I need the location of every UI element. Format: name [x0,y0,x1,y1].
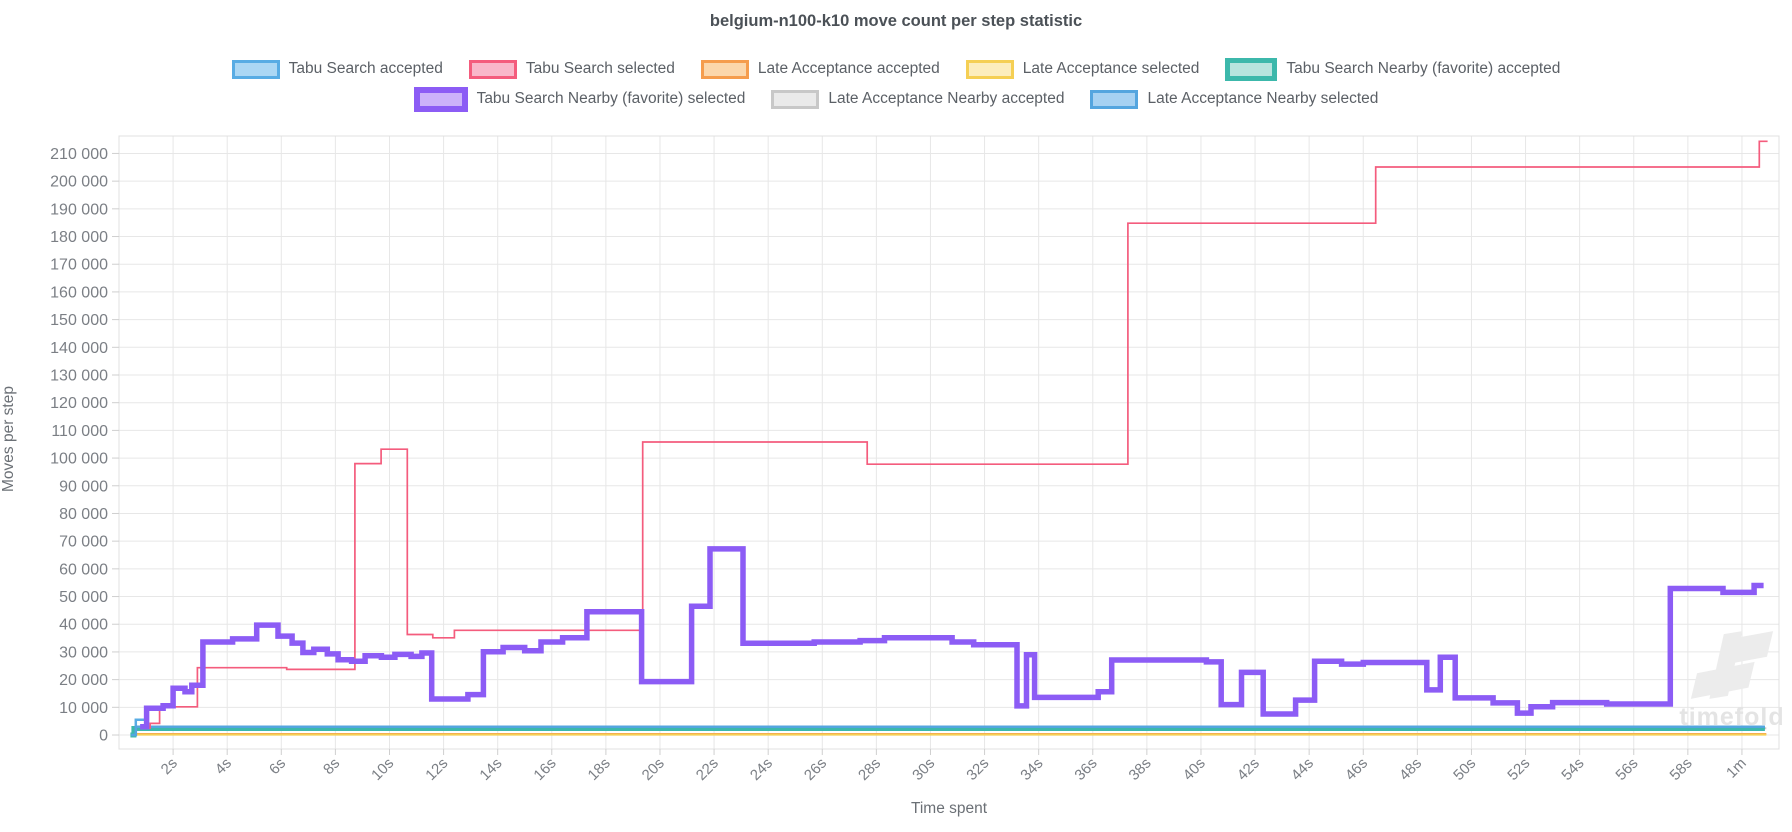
x-tick-label: 14s [476,755,505,784]
chart-title: belgium-n100-k10 move count per step sta… [709,12,1083,30]
x-tick-label: 24s [747,755,776,784]
x-tick-label: 6s [266,755,289,778]
legend-swatch-tabu-search-selected [468,59,517,79]
x-tick-label: 30s [909,755,938,784]
x-tick-label: 56s [1612,755,1641,784]
x-tick-label: 34s [1017,755,1046,784]
x-tick-label: 50s [1450,755,1479,784]
legend-swatch-tabu-search-nearby-favorite-selected [413,86,468,112]
legend-label: Tabu Search accepted [288,60,443,77]
y-tick-label: 90 000 [59,478,108,495]
x-tick-label: 1m [1723,755,1750,782]
legend-item-late-acceptance-nearby-accepted[interactable]: Late Acceptance Nearby accepted [771,89,1065,109]
x-axis-title: Time spent [910,800,988,817]
y-tick-label: 20 000 [59,672,108,689]
x-tick-label: 20s [639,755,668,784]
x-tick-label: 48s [1396,755,1425,784]
series-lines [130,140,1768,738]
legend-item-late-acceptance-accepted[interactable]: Late Acceptance accepted [700,59,940,79]
y-tick-label: 160 000 [50,284,108,301]
y-tick-label: 70 000 [59,534,108,551]
legend-item-tabu-search-nearby-favorite-selected[interactable]: Tabu Search Nearby (favorite) selected [413,86,746,112]
legend-item-tabu-search-accepted[interactable]: Tabu Search accepted [231,59,443,79]
legend-label: Tabu Search Nearby (favorite) selected [476,90,746,107]
y-tick-label: 40 000 [59,617,108,634]
x-tick-label: 12s [422,755,451,784]
y-tick-label: 50 000 [59,589,108,606]
y-tick-label: 200 000 [50,174,108,191]
y-tick-label: 100 000 [50,451,108,468]
x-tick-label: 54s [1558,755,1587,784]
y-tick-label: 210 000 [50,146,108,163]
x-tick-label: 42s [1234,755,1263,784]
legend-item-tabu-search-selected[interactable]: Tabu Search selected [468,59,675,79]
legend-swatch-late-acceptance-nearby-selected [1090,89,1139,109]
y-tick-label: 30 000 [59,644,108,661]
x-tick-label: 40s [1180,755,1209,784]
legend-swatch-tabu-search-nearby-favorite-accepted [1225,57,1278,81]
x-tick-label: 36s [1071,755,1100,784]
x-tick-label: 18s [585,755,614,784]
x-tick-label: 58s [1667,755,1696,784]
y-tick-label: 180 000 [50,229,108,246]
x-tick-label: 28s [855,755,884,784]
legend-label: Late Acceptance Nearby accepted [828,90,1065,107]
x-tick-label: 10s [368,755,397,784]
x-tick-label: 8s [320,755,343,778]
x-tick-label: 38s [1126,755,1155,784]
x-tick-label: 2s [158,755,181,778]
legend-item-late-acceptance-nearby-selected[interactable]: Late Acceptance Nearby selected [1090,89,1379,109]
series-line-late-acceptance-nearby-selected [131,725,1765,737]
legend-row: Tabu Search Nearby (favorite) selected La… [0,84,1792,114]
legend-label: Tabu Search selected [525,60,675,77]
y-tick-label: 130 000 [50,367,108,384]
y-tick-label: 110 000 [51,423,108,440]
y-tick-label: 10 000 [59,700,108,717]
y-tick-label: 140 000 [50,340,108,357]
legend-label: Late Acceptance accepted [757,60,940,77]
x-tick-label: 44s [1288,755,1317,784]
legend-item-tabu-search-nearby-favorite-accepted[interactable]: Tabu Search Nearby (favorite) accepted [1225,57,1561,81]
y-tick-label: 120 000 [50,395,108,412]
y-tick-label: 0 [99,728,108,745]
legend-swatch-late-acceptance-selected [965,59,1014,79]
legend-swatch-late-acceptance-accepted [700,59,749,79]
y-tick-label: 190 000 [50,201,108,218]
series-line-tabu-search-selected [141,140,1768,729]
y-tick-label: 150 000 [50,312,108,329]
y-tick-label: 170 000 [50,257,108,274]
y-tick-label: 80 000 [59,506,108,523]
legend-label: Tabu Search Nearby (favorite) accepted [1286,60,1561,77]
legend-label: Late Acceptance selected [1022,60,1200,77]
legend: Tabu Search accepted Tabu Search selected… [0,54,1792,114]
legend-swatch-tabu-search-accepted [231,59,280,79]
x-tick-label: 26s [801,755,830,784]
x-tick-label: 46s [1342,755,1371,784]
x-tick-label: 22s [693,755,722,784]
x-tick-label: 16s [530,755,559,784]
legend-label: Late Acceptance Nearby selected [1147,90,1379,107]
x-tick-label: 4s [212,755,235,778]
x-tick-label: 52s [1504,755,1533,784]
x-tick-label: 32s [963,755,992,784]
legend-row: Tabu Search accepted Tabu Search selected… [0,54,1792,84]
legend-item-late-acceptance-selected[interactable]: Late Acceptance selected [965,59,1200,79]
y-tick-label: 60 000 [59,561,108,578]
series-line-tabu-search-nearby-favorite-selected [140,546,1764,730]
legend-swatch-late-acceptance-nearby-accepted [771,89,820,109]
